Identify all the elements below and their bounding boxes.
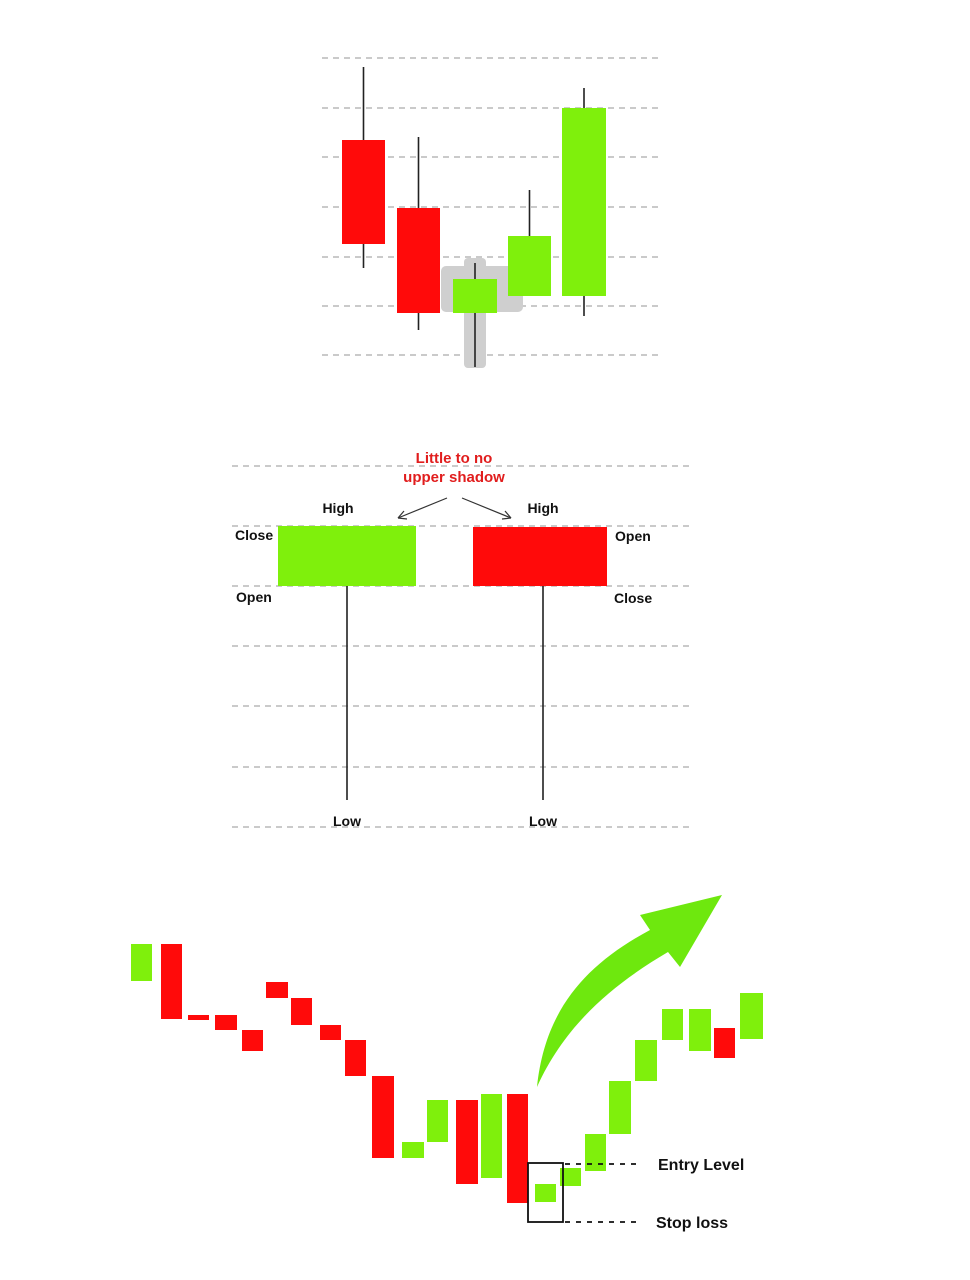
panel1-candle-4-body bbox=[508, 236, 551, 296]
panel-price-action bbox=[322, 57, 662, 368]
panel3-candle-12 bbox=[427, 1100, 448, 1142]
annotation-line-1: Little to no bbox=[416, 450, 493, 467]
panel3-candle-3 bbox=[188, 1015, 209, 1020]
bull-high-label: High bbox=[322, 500, 353, 516]
panel3-candle-10 bbox=[372, 1076, 394, 1158]
bear-high-label: High bbox=[527, 500, 558, 516]
panel3-candle-2 bbox=[161, 944, 182, 1019]
entry-level-label: Entry Level bbox=[658, 1157, 744, 1174]
panel3-candle-11 bbox=[402, 1142, 424, 1158]
panel3-candles bbox=[131, 944, 763, 1203]
panel3-candle-9 bbox=[345, 1040, 366, 1076]
panel1-candles bbox=[342, 67, 606, 368]
panel3-candle-22 bbox=[689, 1009, 711, 1051]
panel3-candle-8 bbox=[320, 1025, 341, 1040]
bull-low-label: Low bbox=[333, 813, 361, 829]
panel3-candle-5 bbox=[242, 1030, 263, 1051]
bear-hammer-body bbox=[473, 527, 607, 586]
panel3-candle-16 bbox=[535, 1184, 556, 1202]
panel3-candle-15 bbox=[507, 1094, 528, 1203]
panel-hammer-anatomy: Little to no upper shadow High Close Ope… bbox=[232, 450, 690, 829]
annotation-pointer-left bbox=[397, 497, 448, 520]
bull-hammer-body bbox=[278, 526, 416, 586]
panel3-candle-4 bbox=[215, 1015, 237, 1030]
panel3-candle-20 bbox=[635, 1040, 657, 1081]
panel3-candle-18 bbox=[585, 1134, 606, 1171]
panel3-candle-17 bbox=[560, 1168, 581, 1186]
panel3-candle-6 bbox=[266, 982, 288, 998]
annotation-line-2: upper shadow bbox=[403, 469, 505, 486]
bull-open-label: Open bbox=[236, 589, 272, 605]
panel3-candle-13 bbox=[456, 1100, 478, 1184]
panel3-candle-14 bbox=[481, 1094, 502, 1178]
panel2-gridlines bbox=[232, 465, 690, 828]
signal-candle-box bbox=[527, 1162, 564, 1223]
bear-low-label: Low bbox=[529, 813, 557, 829]
panel1-candle-2-body bbox=[397, 208, 440, 313]
panel3-candle-21 bbox=[662, 1009, 683, 1040]
stop-loss-label: Stop loss bbox=[656, 1215, 728, 1232]
panel1-candle-5-body bbox=[562, 108, 606, 296]
up-right-arrow-icon bbox=[537, 895, 722, 1087]
panel3-candle-23 bbox=[714, 1028, 735, 1058]
panel1-candle-3-body bbox=[453, 279, 497, 313]
panel3-candle-24 bbox=[740, 993, 763, 1039]
panel3-candle-19 bbox=[609, 1081, 631, 1134]
annotation-pointer-right bbox=[461, 497, 512, 520]
panel3-candle-7 bbox=[291, 998, 312, 1025]
bear-close-label: Close bbox=[614, 590, 652, 606]
panel1-candle-1-body bbox=[342, 140, 385, 244]
panel-entry-stop-example: Entry Level Stop loss bbox=[131, 895, 763, 1232]
bull-close-label: Close bbox=[235, 527, 273, 543]
bear-open-label: Open bbox=[615, 528, 651, 544]
panel3-candle-1 bbox=[131, 944, 152, 981]
